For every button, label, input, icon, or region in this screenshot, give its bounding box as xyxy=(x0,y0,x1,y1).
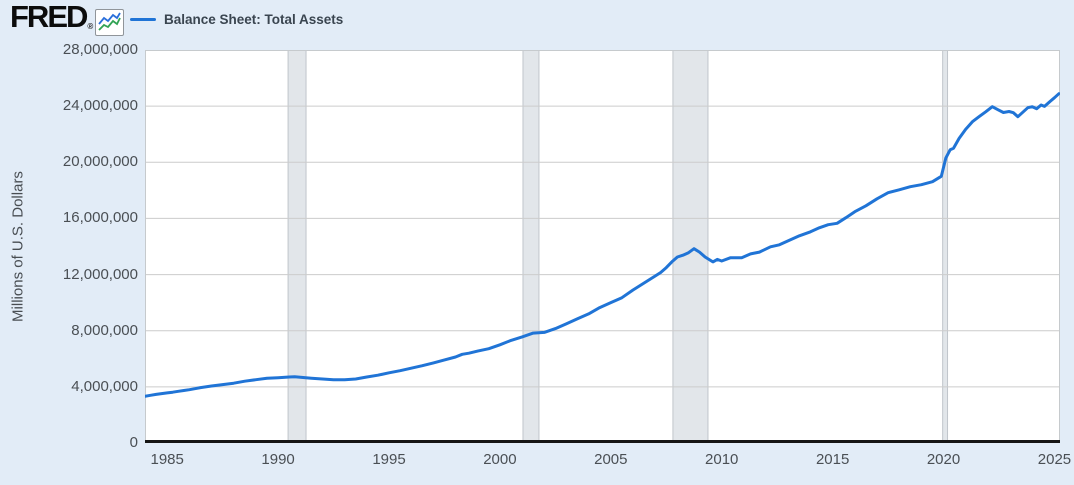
recession-band xyxy=(672,50,708,443)
fred-sparkline-icon xyxy=(95,9,124,36)
recession-band xyxy=(942,50,948,443)
sparkline-blue-line xyxy=(98,12,121,25)
y-tick-label: 0 xyxy=(129,434,138,451)
x-tick-label: 1990 xyxy=(261,451,295,468)
plot-background xyxy=(145,50,1060,443)
recession-band xyxy=(288,50,307,443)
chart-legend: Balance Sheet: Total Assets xyxy=(130,12,343,27)
plot-area[interactable] xyxy=(145,50,1060,443)
y-axis-title: Millions of U.S. Dollars xyxy=(9,171,27,322)
y-tick-label: 8,000,000 xyxy=(71,321,138,339)
x-tick-label: 2025 xyxy=(1037,451,1072,468)
legend-line-swatch xyxy=(130,18,156,21)
legend-series-label: Balance Sheet: Total Assets xyxy=(164,12,344,27)
y-tick-label: 28,000,000 xyxy=(62,41,138,58)
recession-band xyxy=(522,50,539,443)
registered-trademark-mark: ® xyxy=(87,22,94,31)
x-tick-label: 2005 xyxy=(594,451,628,468)
x-tick-label: 1995 xyxy=(372,451,406,468)
sparkline-green-line xyxy=(98,17,121,31)
fred-logo[interactable]: FRED® xyxy=(10,0,94,40)
x-tick-label: 2010 xyxy=(705,451,739,468)
fred-logo-text: FRED xyxy=(10,0,88,34)
y-tick-label: 4,000,000 xyxy=(71,377,138,395)
y-tick-label: 20,000,000 xyxy=(62,153,138,171)
y-tick-label: 24,000,000 xyxy=(62,97,138,115)
x-tick-label: 1985 xyxy=(150,451,184,468)
y-tick-label: 12,000,000 xyxy=(62,265,138,283)
y-tick-label: 16,000,000 xyxy=(62,209,138,227)
x-tick-label: 2000 xyxy=(483,451,517,468)
data-series-line xyxy=(145,92,1060,398)
x-tick-label: 2015 xyxy=(815,451,850,468)
x-tick-label: 2020 xyxy=(926,451,961,468)
